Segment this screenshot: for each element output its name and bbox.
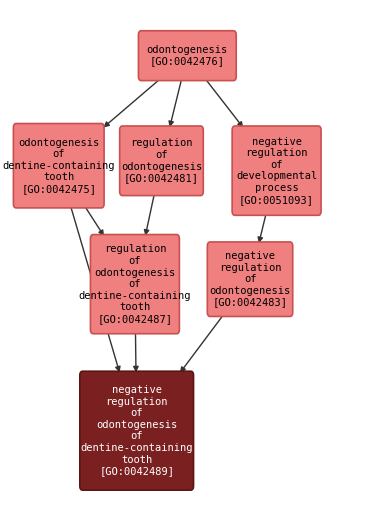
Text: negative
regulation
of
developmental
process
[GO:0051093]: negative regulation of developmental pro… <box>236 137 317 205</box>
FancyBboxPatch shape <box>80 371 193 490</box>
Text: odontogenesis
[GO:0042476]: odontogenesis [GO:0042476] <box>147 45 228 66</box>
FancyBboxPatch shape <box>232 126 321 215</box>
Text: regulation
of
odontogenesis
[GO:0042481]: regulation of odontogenesis [GO:0042481] <box>121 138 202 183</box>
Text: regulation
of
odontogenesis
of
dentine-containing
tooth
[GO:0042487]: regulation of odontogenesis of dentine-c… <box>79 244 191 324</box>
FancyBboxPatch shape <box>138 31 236 81</box>
Text: negative
regulation
of
odontogenesis
of
dentine-containing
tooth
[GO:0042489]: negative regulation of odontogenesis of … <box>80 385 193 476</box>
FancyBboxPatch shape <box>120 126 203 195</box>
FancyBboxPatch shape <box>207 242 293 317</box>
FancyBboxPatch shape <box>90 234 179 334</box>
Text: odontogenesis
of
dentine-containing
tooth
[GO:0042475]: odontogenesis of dentine-containing toot… <box>3 138 115 194</box>
FancyBboxPatch shape <box>13 123 104 208</box>
Text: negative
regulation
of
odontogenesis
[GO:0042483]: negative regulation of odontogenesis [GO… <box>210 251 291 307</box>
